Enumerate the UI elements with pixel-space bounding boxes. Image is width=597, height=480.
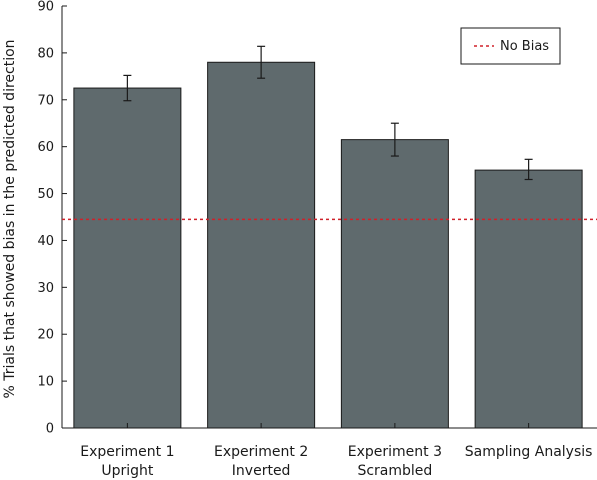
y-tick-label-10: 10	[37, 375, 54, 390]
bar-1	[73, 87, 182, 429]
y-tick-label-40: 40	[37, 234, 54, 249]
x-tick-label-1-line-1: Experiment 1	[80, 444, 174, 460]
legend: No Bias	[460, 27, 561, 65]
y-tick-label-30: 30	[37, 281, 54, 296]
x-tick-label-2-line-1: Experiment 2	[214, 444, 308, 460]
x-tick-label-2-line-2: Inverted	[232, 463, 291, 479]
y-tick-label-0: 0	[46, 422, 54, 437]
y-axis-label: % Trials that showed bias in the predict…	[2, 39, 18, 398]
bar-3	[340, 139, 449, 429]
legend-no-bias-label: No Bias	[500, 39, 549, 54]
x-tick-label-4-line-1: Sampling Analysis	[465, 444, 593, 460]
x-tick-label-3-line-1: Experiment 3	[348, 444, 442, 460]
bar-4	[474, 169, 583, 429]
y-tick-label-90: 90	[37, 0, 54, 15]
plot-area: 0 10 20 30 40 50 60 70 80 90 Experiment 1 Upright Ex…	[37, 0, 597, 479]
y-tick-label-60: 60	[37, 140, 54, 155]
x-tick-label-3-line-2: Scrambled	[357, 463, 432, 479]
legend-box	[460, 27, 561, 65]
bar-2	[207, 61, 316, 429]
y-axis-label-group: % Trials that showed bias in the predict…	[2, 39, 18, 398]
y-tick-label-50: 50	[37, 187, 54, 202]
y-tick-label-20: 20	[37, 328, 54, 343]
y-tick-label-70: 70	[37, 93, 54, 108]
y-tick-label-80: 80	[37, 46, 54, 61]
x-tick-label-1-line-2: Upright	[101, 463, 154, 479]
